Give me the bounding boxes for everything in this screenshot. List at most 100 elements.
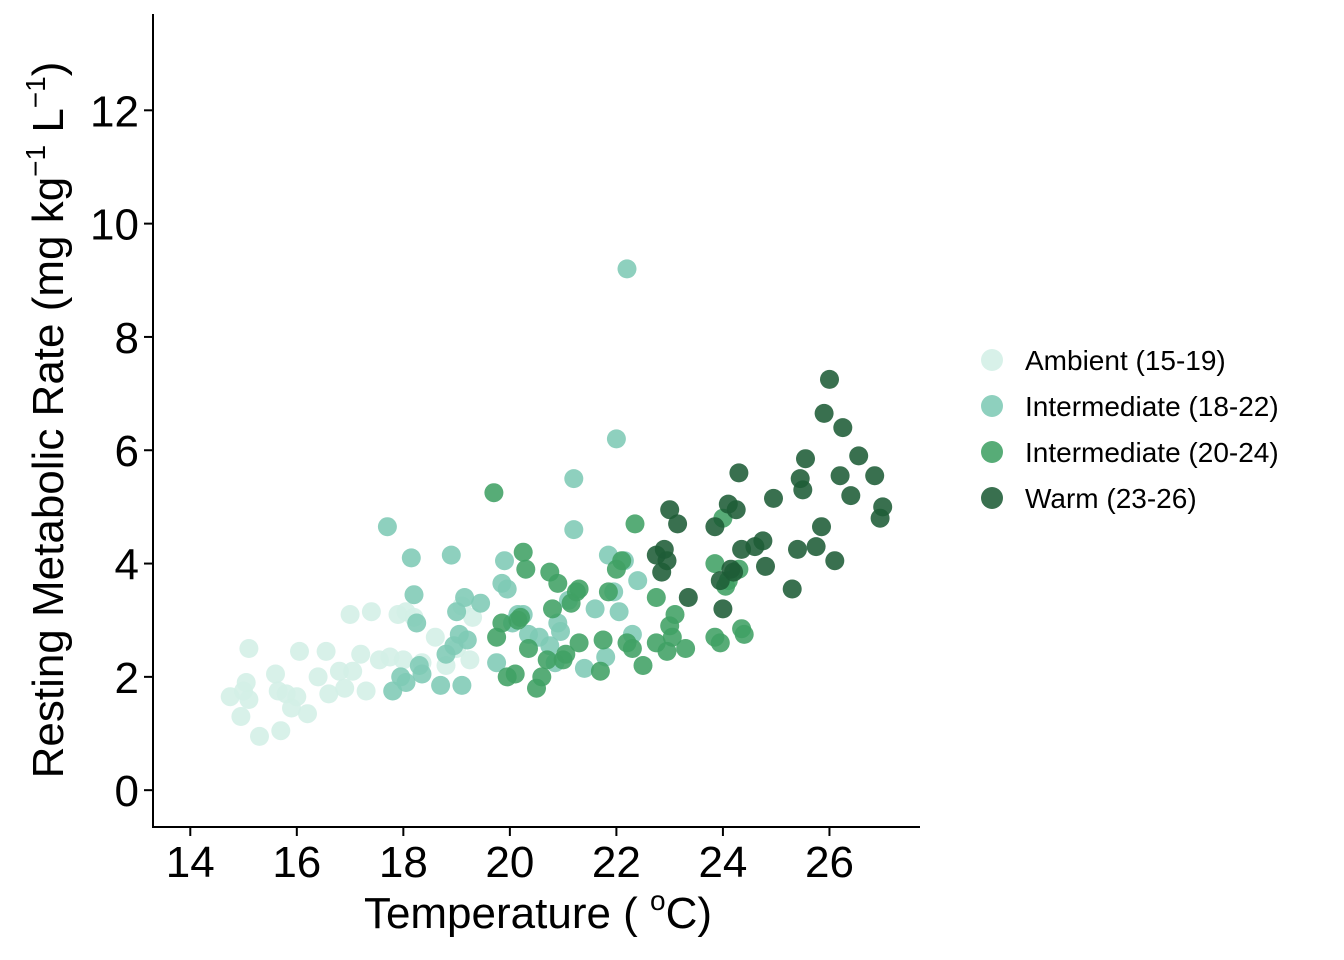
data-point-s1-3	[396, 673, 416, 692]
data-point-s2-23	[593, 630, 613, 650]
data-point-s1-41	[609, 602, 629, 622]
data-point-s0-20	[340, 605, 360, 624]
data-point-s2-14	[543, 599, 562, 619]
data-point-s0-23	[356, 681, 376, 701]
x-tick-label-22: 22	[592, 838, 641, 887]
data-point-s3-9	[713, 599, 733, 619]
data-point-s0-28	[393, 650, 413, 670]
y-axis-title-mid: L	[24, 108, 73, 145]
data-point-s0-21	[343, 661, 363, 681]
data-point-s1-9	[431, 675, 451, 695]
legend-label-intermediate-20-24: Intermediate (20-24)	[1025, 437, 1279, 468]
data-point-s0-18	[329, 661, 349, 681]
data-point-s3-4	[660, 500, 680, 520]
y-tick-label-4: 4	[115, 541, 139, 590]
data-point-s3-24	[796, 449, 815, 469]
data-point-s2-7	[513, 542, 533, 562]
data-point-s3-36	[873, 497, 893, 517]
data-point-s2-38	[705, 554, 725, 574]
data-point-s0-14	[298, 704, 317, 724]
data-point-s1-15	[452, 675, 472, 695]
data-point-s3-33	[849, 446, 869, 466]
y-tick-label-0: 0	[115, 767, 139, 816]
data-point-s3-7	[705, 517, 725, 537]
data-point-s2-8	[516, 559, 536, 579]
data-point-s1-16	[455, 588, 475, 607]
data-point-s0-12	[287, 687, 307, 707]
legend-key-intermediate-18-22	[981, 395, 1003, 417]
data-point-s3-26	[812, 517, 831, 537]
legend: Ambient (15-19) Intermediate (18-22) Int…	[981, 345, 1279, 514]
data-point-s2-40	[710, 633, 730, 653]
data-point-s1-45	[628, 571, 648, 591]
data-point-s2-28	[622, 639, 642, 658]
data-point-s0-16	[316, 641, 336, 661]
data-point-s2-30	[633, 656, 653, 675]
x-tick-label-16: 16	[272, 838, 321, 887]
x-axis-title-unit: C)	[666, 889, 712, 938]
data-point-s0-5	[239, 690, 259, 709]
data-point-s1-0	[377, 517, 397, 537]
data-point-s0-36	[460, 650, 480, 670]
data-point-s2-9	[519, 639, 538, 658]
data-point-s3-5	[668, 514, 688, 534]
data-point-s3-20	[782, 579, 802, 599]
x-tick-label-26: 26	[805, 838, 854, 887]
data-point-s3-17	[753, 531, 773, 551]
data-point-s2-17	[556, 644, 576, 664]
x-axis-title-degree: o	[650, 885, 666, 916]
data-point-s2-11	[532, 667, 552, 687]
data-point-s2-26	[612, 551, 632, 571]
legend-key-warm	[981, 487, 1003, 509]
data-point-s3-3	[657, 551, 677, 571]
y-axis-title-sup2: −1	[20, 76, 51, 108]
data-point-s2-37	[676, 639, 696, 658]
data-point-s3-18	[756, 556, 775, 576]
data-point-s3-27	[814, 403, 834, 423]
data-point-s2-22	[590, 661, 610, 681]
data-point-s0-4	[239, 639, 259, 658]
legend-key-intermediate-20-24	[981, 441, 1003, 463]
y-tick-label-6: 6	[115, 427, 139, 476]
points-layer	[220, 259, 893, 746]
y-tick-label-10: 10	[90, 201, 139, 250]
data-point-s1-40	[606, 429, 626, 449]
data-point-s2-6	[511, 607, 530, 627]
data-point-s3-25	[806, 537, 826, 557]
legend-key-ambient	[981, 349, 1003, 371]
x-tick-label-24: 24	[698, 838, 747, 887]
data-point-s1-28	[540, 636, 560, 656]
data-point-s2-2	[492, 613, 512, 633]
data-point-s1-5	[404, 585, 424, 605]
data-point-s1-43	[617, 259, 637, 279]
data-point-s2-24	[598, 582, 618, 602]
data-point-s3-29	[825, 551, 845, 571]
data-point-s0-32	[425, 627, 445, 647]
y-tick-label-12: 12	[90, 87, 139, 136]
data-point-s2-29	[625, 514, 645, 534]
y-axis-title-main: Resting Metabolic Rate (mg kg	[24, 177, 73, 779]
data-point-s0-1	[231, 707, 251, 726]
data-point-s3-19	[764, 488, 783, 508]
data-point-s3-21	[788, 539, 807, 559]
data-point-s3-12	[724, 562, 744, 582]
data-point-s1-36	[585, 599, 605, 619]
data-point-s1-18	[471, 593, 491, 613]
x-tick-label-14: 14	[166, 838, 215, 887]
data-point-s0-9	[271, 721, 291, 741]
data-point-s1-4	[401, 548, 421, 568]
data-point-s2-15	[548, 573, 568, 593]
data-point-s2-12	[537, 650, 557, 670]
x-tick-label-20: 20	[485, 838, 534, 887]
data-point-s1-17	[457, 630, 477, 650]
data-point-s0-22	[351, 644, 371, 664]
data-point-s0-6	[250, 726, 269, 746]
data-point-s1-19	[487, 653, 507, 673]
data-point-s3-6	[678, 588, 698, 607]
data-point-s3-30	[830, 466, 850, 486]
x-axis-title: Temperature ( oC)	[364, 885, 712, 938]
data-point-s1-34	[564, 469, 584, 489]
data-point-s3-23	[793, 480, 813, 500]
